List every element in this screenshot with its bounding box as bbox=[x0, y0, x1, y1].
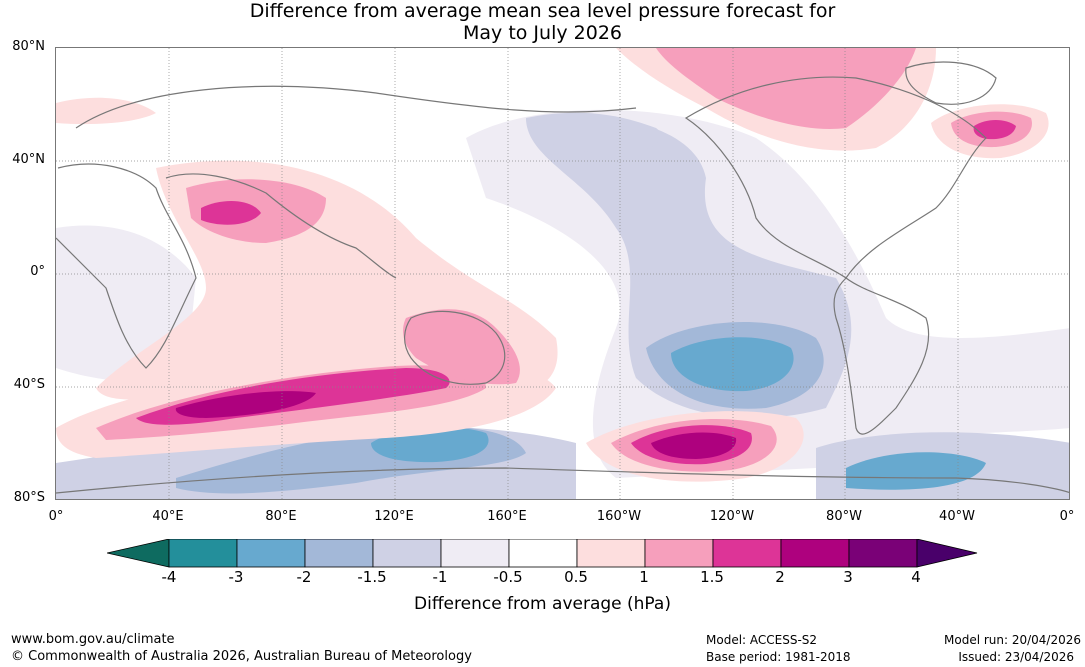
colorbar-tick: -4 bbox=[161, 568, 177, 586]
footer-model-info: Model: ACCESS-S2 Base period: 1981-2018 bbox=[706, 632, 851, 666]
lat-label-40n: 40°N bbox=[12, 152, 45, 167]
lon-label-80w: 80°W bbox=[826, 509, 862, 524]
lat-label-0: 0° bbox=[30, 264, 45, 279]
coastlines bbox=[56, 61, 1069, 494]
footer-model: Model: ACCESS-S2 bbox=[706, 633, 818, 647]
footer-model-run: Model run: 20/04/2026 bbox=[944, 633, 1082, 647]
colorbar-cell bbox=[372, 539, 442, 568]
colorbar-extend-low bbox=[107, 539, 170, 568]
colorbar-tick: -1 bbox=[432, 568, 448, 586]
colorbar-tick: 1 bbox=[639, 568, 649, 586]
lon-label-160e: 160°E bbox=[487, 509, 527, 524]
colorbar-cell bbox=[576, 539, 646, 568]
footer-issued: Issued: 23/04/2026 bbox=[958, 650, 1074, 664]
colorbar-cell bbox=[508, 539, 578, 568]
lon-label-120e: 120°E bbox=[374, 509, 414, 524]
lon-label-160w: 160°W bbox=[596, 509, 642, 524]
colorbar-extend-high bbox=[916, 539, 978, 568]
anomaly-pos-2-southern-band bbox=[175, 391, 316, 418]
footer-dates: Model run: 20/04/2026 Issued: 23/04/2026 bbox=[944, 632, 1082, 666]
anomaly-neg-2-weddell bbox=[846, 452, 986, 490]
lon-label-40w: 40°W bbox=[939, 509, 975, 524]
colorbar-tick: 2 bbox=[775, 568, 785, 586]
coastline-africa bbox=[56, 163, 197, 369]
lat-label-80n: 80°N bbox=[12, 39, 45, 54]
colorbar-label: Difference from average (hPa) bbox=[414, 594, 671, 614]
footer-url[interactable]: www.bom.gov.au/climate bbox=[11, 632, 175, 647]
lon-label-40e: 40°E bbox=[152, 509, 184, 524]
colorbar-tick: -2 bbox=[296, 568, 312, 586]
lat-label-80s: 80°S bbox=[13, 490, 45, 505]
lon-label-0-left: 0° bbox=[48, 509, 64, 524]
positive-anomaly-regions bbox=[56, 48, 1049, 482]
negative-anomaly-regions bbox=[56, 109, 1069, 499]
colorbar-cell bbox=[304, 539, 374, 568]
anomaly-neg-2-se-pacific bbox=[671, 337, 794, 392]
map-canvas bbox=[56, 48, 1069, 499]
chart-title: Difference from average mean sea level p… bbox=[0, 0, 1085, 44]
colorbar-tick: 1.5 bbox=[700, 568, 724, 586]
colorbar-cell bbox=[236, 539, 306, 568]
footer-left: www.bom.gov.au/climate © Commonwealth of… bbox=[11, 631, 472, 665]
colorbar-cells bbox=[168, 539, 918, 568]
colorbar-cell bbox=[848, 539, 918, 568]
lon-label-120w: 120°W bbox=[709, 509, 755, 524]
colorbar-cell bbox=[440, 539, 510, 568]
graticule bbox=[56, 48, 1069, 499]
title-line-2: May to July 2026 bbox=[463, 22, 622, 44]
colorbar-tick: 0.5 bbox=[564, 568, 588, 586]
coastline-australia bbox=[404, 310, 506, 385]
colorbar-cell bbox=[712, 539, 782, 568]
colorbar-tick: -3 bbox=[228, 568, 244, 586]
anomaly-pos-1.5-india bbox=[201, 201, 261, 225]
colorbar-tick: 3 bbox=[843, 568, 853, 586]
lon-label-0-right: 0° bbox=[1059, 509, 1075, 524]
anomaly-pos-0.5-arctic bbox=[56, 97, 156, 125]
colorbar-cell bbox=[168, 539, 238, 568]
anomaly-pos-1.5-north-atlantic bbox=[973, 120, 1016, 140]
colorbar-cell bbox=[780, 539, 850, 568]
anomaly-pos-1-north-america bbox=[656, 48, 916, 129]
pressure-anomaly-map bbox=[55, 47, 1070, 500]
footer-copyright: © Commonwealth of Australia 2026, Austra… bbox=[11, 649, 472, 664]
colorbar-tick: 4 bbox=[911, 568, 921, 586]
lon-label-80e: 80°E bbox=[265, 509, 297, 524]
coastline-south-america bbox=[833, 277, 930, 435]
coastline-north-america bbox=[684, 76, 987, 279]
colorbar-tick: -0.5 bbox=[493, 568, 523, 586]
title-line-1: Difference from average mean sea level p… bbox=[249, 0, 836, 22]
coastline-eurasia bbox=[75, 85, 637, 279]
anomaly-pos-2-south-pacific bbox=[651, 432, 737, 459]
lat-label-40s: 40°S bbox=[13, 377, 45, 392]
colorbar-cell bbox=[644, 539, 714, 568]
colorbar bbox=[107, 539, 978, 568]
footer-base-period: Base period: 1981-2018 bbox=[706, 650, 851, 664]
colorbar-tick: -1.5 bbox=[357, 568, 387, 586]
anomaly-neg-1-north-pacific bbox=[526, 112, 662, 154]
coastline-antarctica bbox=[56, 467, 1069, 494]
coastline-greenland bbox=[905, 61, 997, 105]
